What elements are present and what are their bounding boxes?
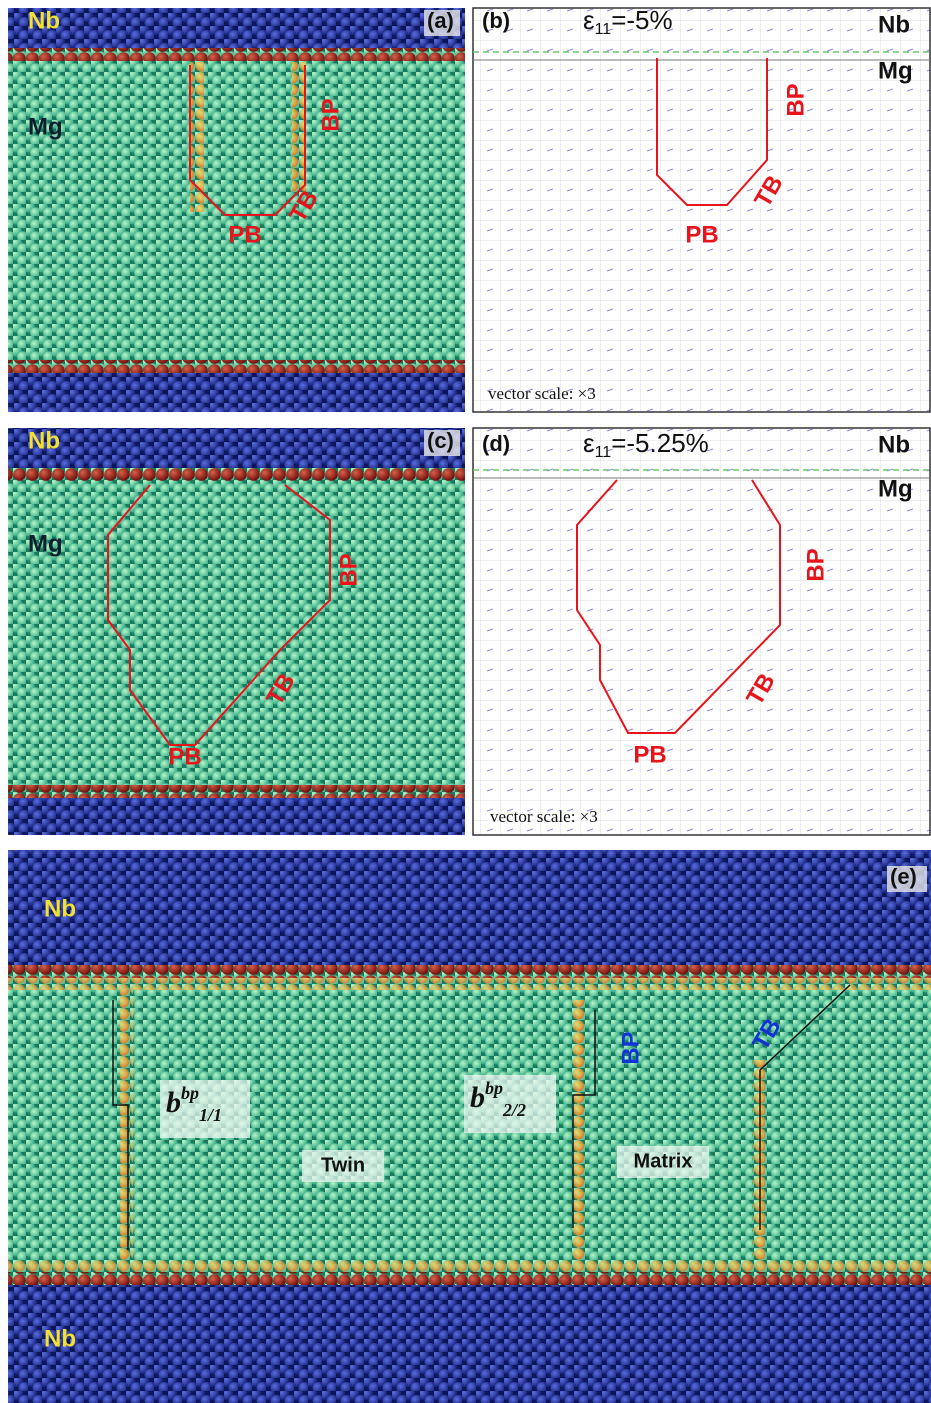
text-part: ε bbox=[583, 428, 595, 458]
boundary-label: PB bbox=[168, 743, 201, 770]
panel-c: Nb (c) Mg BP TB PB bbox=[8, 427, 465, 835]
vector-scale: vector scale: ×3 bbox=[490, 807, 598, 826]
panel-label: (a) bbox=[427, 8, 454, 33]
layer-label: Nb bbox=[878, 11, 910, 38]
text-part: 1/1 bbox=[199, 1105, 222, 1125]
figure: Nb (a) Mg BP TB PB (b) ε11=-5% Nb Mg BP … bbox=[0, 0, 931, 1403]
boundary-label: PB bbox=[633, 741, 666, 768]
text-part: 11 bbox=[595, 444, 612, 461]
text-part: =-5% bbox=[611, 5, 672, 35]
text-part: 2/2 bbox=[502, 1100, 526, 1120]
boundary-label: BP bbox=[782, 83, 809, 116]
text-part: b bbox=[166, 1086, 181, 1119]
region-label: Twin bbox=[321, 1154, 365, 1176]
boundary-label: BP bbox=[802, 548, 829, 581]
text-part: bp bbox=[181, 1083, 199, 1103]
layer-label: Nb bbox=[44, 1325, 76, 1352]
panel-label: (b) bbox=[482, 8, 510, 33]
boundary-label: PB bbox=[685, 221, 718, 248]
text-part: ε bbox=[583, 5, 595, 35]
region-label: Matrix bbox=[634, 1150, 693, 1172]
text-part: 11 bbox=[595, 21, 612, 38]
layer-label: Nb bbox=[44, 895, 76, 922]
panel-b: (b) ε11=-5% Nb Mg BP TB PB vector scale:… bbox=[473, 5, 930, 412]
layer-label: Mg bbox=[28, 113, 63, 140]
boundary-label: BP bbox=[317, 98, 344, 131]
boundary-label: BP bbox=[617, 1031, 644, 1064]
panel-d: (d) ε11=-5.25% Nb Mg BP TB PB vector sca… bbox=[473, 428, 930, 835]
layer-label: Mg bbox=[28, 530, 63, 557]
panel-label: (d) bbox=[482, 431, 510, 456]
layer-label: Nb bbox=[878, 431, 910, 458]
layer-label: Mg bbox=[878, 475, 913, 502]
boundary-label: BP bbox=[335, 553, 362, 586]
vector-scale: vector scale: ×3 bbox=[488, 384, 596, 403]
layer-label: Nb bbox=[28, 7, 60, 34]
panel-label: (c) bbox=[427, 428, 454, 453]
text-part: bp bbox=[485, 1078, 503, 1098]
text-part: b bbox=[470, 1081, 485, 1114]
text-part: =-5.25% bbox=[611, 428, 709, 458]
layer-label: Nb bbox=[28, 427, 60, 454]
panel-e: Nb Nb (e) bbp1/1 bbp2/2 Twin Matrix BP T… bbox=[8, 850, 931, 1403]
panel-label: (e) bbox=[890, 864, 917, 889]
layer-label: Mg bbox=[878, 57, 913, 84]
boundary-label: PB bbox=[228, 221, 261, 248]
panel-a: Nb (a) Mg BP TB PB bbox=[8, 7, 465, 412]
